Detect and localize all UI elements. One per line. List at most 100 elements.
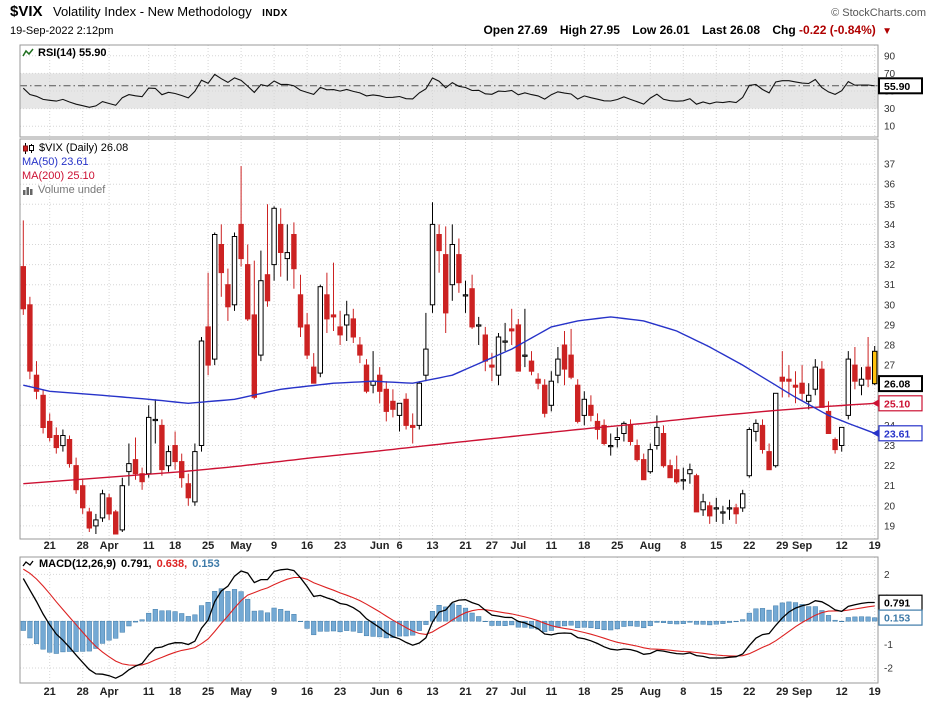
x-tick-label: 12 — [835, 686, 848, 698]
x-tick-label: 9 — [271, 540, 278, 552]
price-axis-tick: 32 — [884, 260, 896, 271]
ma200-legend-row: MA(200) 25.10 — [22, 169, 128, 183]
x-tick-label: 18 — [168, 686, 182, 698]
x-tick-label: 11 — [142, 686, 155, 698]
x-tick-label: 18 — [578, 686, 591, 698]
price-axis-tick: 34 — [884, 220, 896, 231]
x-tick-label: 16 — [300, 540, 314, 552]
x-tick-label: 9 — [271, 686, 278, 698]
rsi-legend-text: RSI(14) 55.90 — [38, 47, 107, 59]
x-tick-label: Apr — [99, 540, 119, 552]
x-tick-label: 25 — [201, 540, 215, 552]
x-tick-label: 16 — [300, 686, 314, 698]
volume-legend: Volume undef — [38, 184, 106, 196]
macd-axis-tick: 2 — [884, 570, 890, 581]
rsi-axis-tick: 30 — [884, 104, 896, 115]
price-axis-tick: 22 — [884, 461, 896, 472]
price-axis-tick: 35 — [884, 200, 896, 211]
datetime: 19-Sep-2022 2:12pm — [10, 25, 114, 37]
title-group: $VIX Volatility Index - New Methodology … — [10, 3, 288, 21]
rsi-panel: 907050301055.90 — [19, 44, 923, 138]
price-panel: 1920212223242526272829303132333435363723… — [19, 138, 923, 540]
rsi-indicator-icon — [22, 48, 34, 57]
ticker-symbol: $VIX — [10, 3, 43, 20]
price-axis-tick: 28 — [884, 341, 896, 352]
x-tick-label: Sep — [792, 540, 813, 552]
macd-value: 0.791, — [121, 558, 152, 570]
rsi-axis-tick: 90 — [884, 51, 896, 62]
high-label: High — [559, 23, 587, 37]
ma200-price-label-arrow — [872, 399, 879, 408]
ma200-price-label: 25.10 — [884, 398, 910, 410]
last-value: 26.08 — [730, 23, 761, 37]
x-tick-label: 13 — [426, 540, 439, 552]
last-price-label-box — [878, 375, 923, 393]
x-tick-label: 25 — [611, 686, 624, 698]
last-price-label: 26.08 — [884, 379, 910, 391]
volume-legend-row: Volume undef — [22, 183, 128, 197]
price-axis-tick: 21 — [884, 481, 896, 492]
x-tick-label: 21 — [43, 540, 56, 552]
macd-line-icon — [22, 560, 34, 567]
ma50-price-label-box — [878, 425, 923, 442]
x-tick-label: Aug — [639, 686, 661, 698]
volume-bars-icon — [23, 187, 33, 195]
macd-axis-tick: -2 — [884, 664, 893, 675]
ma50-price-label-arrow — [872, 429, 879, 438]
macd-legend-name: MACD(12,26,9) — [39, 558, 117, 570]
ma50-legend: MA(50) 23.61 — [22, 156, 89, 168]
quote-row: 19-Sep-2022 2:12pm Open 27.69 High 27.95… — [10, 23, 892, 37]
x-tick-label: 25 — [611, 540, 624, 552]
macd-value-label: 0.791 — [884, 598, 910, 610]
x-tick-label: 21 — [459, 540, 472, 552]
x-tick-label: 12 — [835, 540, 848, 552]
price-axis-tick: 29 — [884, 320, 896, 331]
x-axis-labels-bottom: 21 28 Apr 11 18 25 May 9 16 23 Jun 6 13 21 27 Jul 11 18 25… — [0, 686, 936, 701]
candlestick-icon — [23, 142, 34, 154]
down-triangle-icon: ▼ — [882, 26, 892, 37]
x-tick-label: 27 — [485, 540, 499, 552]
x-tick-label: 11 — [142, 540, 155, 552]
low-value: 26.01 — [659, 23, 690, 37]
x-tick-label: 19 — [868, 540, 881, 552]
x-tick-label: Sep — [792, 686, 813, 698]
x-tick-label: 29 — [776, 540, 789, 552]
x-tick-label: Aug — [639, 540, 661, 552]
x-tick-label: 22 — [743, 686, 756, 698]
price-axis-tick: 23 — [884, 441, 896, 452]
x-tick-label: 21 — [459, 686, 472, 698]
x-tick-label: Jul — [510, 686, 527, 698]
price-axis-tick: 37 — [884, 160, 896, 171]
x-tick-label: May — [230, 686, 252, 698]
symbol-legend-row: $VIX (Daily) 26.08 — [22, 141, 128, 155]
quote-summary: Open 27.69 High 27.95 Low 26.01 Last 26.… — [474, 23, 892, 37]
x-tick-label: 27 — [485, 686, 499, 698]
x-tick-label: 28 — [76, 540, 89, 552]
macd-legend: MACD(12,26,9) 0.791, 0.638, 0.153 — [22, 558, 220, 570]
macd-axis-tick: -1 — [884, 640, 893, 651]
x-tick-label: May — [230, 540, 252, 552]
ma50-price-label: 23.61 — [884, 428, 910, 440]
x-tick-label: 6 — [396, 686, 403, 698]
chart-header: $VIX Volatility Index - New Methodology … — [10, 3, 926, 21]
price-axis-tick: 36 — [884, 180, 896, 191]
ma50-line — [23, 316, 875, 434]
chg-value: -0.22 (-0.84%) — [799, 23, 876, 37]
price-axis-tick: 31 — [884, 280, 896, 291]
open-value: 27.69 — [517, 23, 548, 37]
last-label: Last — [701, 23, 727, 37]
x-tick-label: 6 — [396, 540, 403, 552]
x-tick-label: 23 — [333, 540, 347, 552]
x-tick-label: 19 — [868, 686, 881, 698]
rsi-axis-tick: 10 — [884, 122, 896, 133]
ma200-price-label-box — [878, 395, 923, 412]
x-tick-label: Jun — [369, 540, 390, 552]
x-tick-label: 11 — [545, 540, 558, 552]
exchange-label: INDX — [262, 8, 288, 19]
macd-hist-label: 0.153 — [884, 613, 910, 625]
candlesticks — [20, 166, 878, 535]
rsi-legend: RSI(14) 55.90 — [22, 47, 106, 59]
x-tick-label: 25 — [201, 686, 215, 698]
